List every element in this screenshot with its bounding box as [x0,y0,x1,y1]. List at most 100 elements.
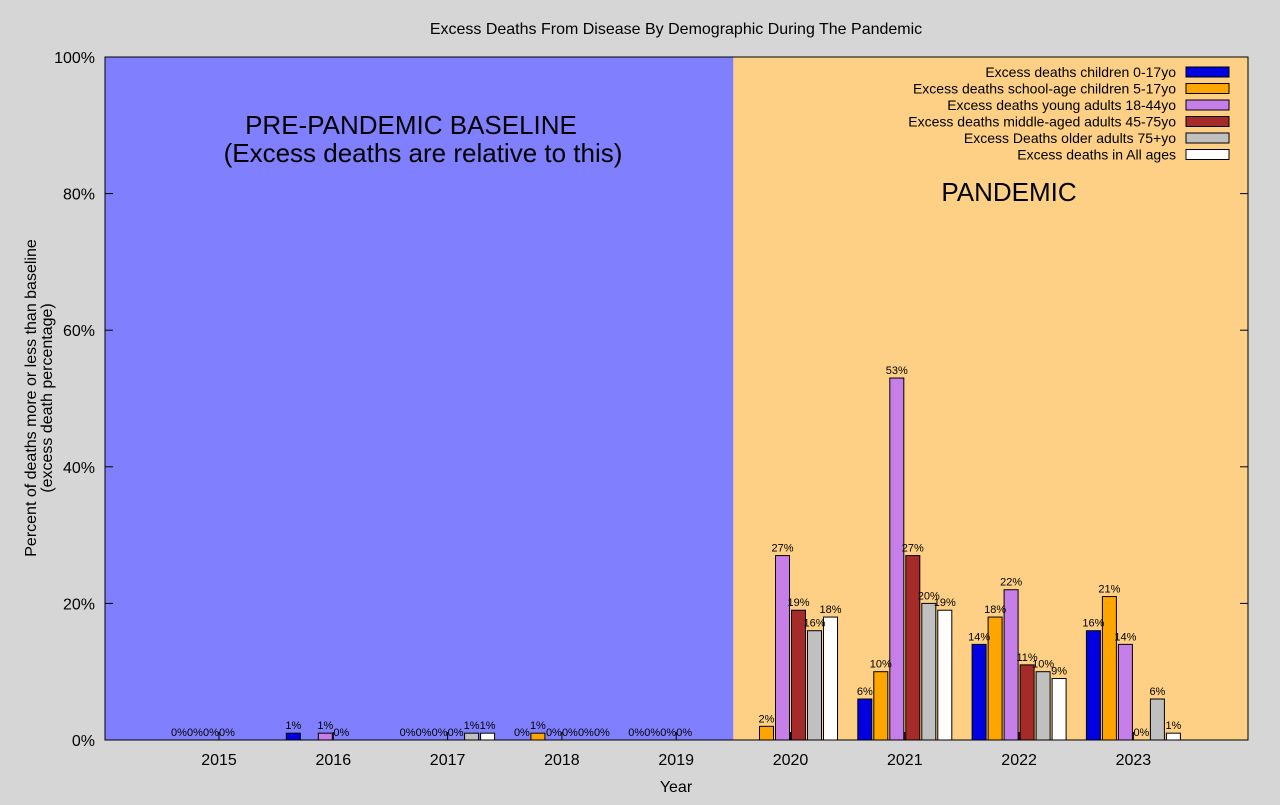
legend-label-5: Excess deaths in All ages [1017,147,1176,163]
data-label-2-2021: 53% [886,365,908,377]
bar-4-2022 [1035,671,1051,741]
bar-3-2021 [905,555,921,741]
bar-5-2017 [480,732,496,741]
data-label-0-2022: 14% [968,631,990,643]
y-tick-label: 40% [63,460,95,477]
data-label-2-2019: 0% [660,727,676,739]
bar-2-2020 [775,555,790,741]
data-label-4-2021: 20% [918,590,940,602]
x-tick-label-2019: 2019 [658,752,694,769]
data-label-2-2016: 1% [317,720,333,732]
x-tick-label-2017: 2017 [430,752,466,769]
bar-5-2022 [1051,678,1067,741]
data-label-3-2023: 0% [1133,727,1149,739]
bar-5-2023 [1165,732,1181,741]
data-label-4-2023: 6% [1149,686,1165,698]
background-regions [105,57,1248,740]
x-tick-label-2016: 2016 [316,752,352,769]
data-label-3-2018: 0% [562,727,578,739]
x-tick-label-2018: 2018 [544,752,580,769]
x-tick-label-2020: 2020 [773,752,809,769]
data-label-4-2022: 10% [1032,659,1054,671]
data-label-5-2018: 0% [594,727,610,739]
data-label-4-2020: 16% [803,618,825,630]
bar-1-2021 [873,671,889,741]
x-axis: 2015 2016 2017 2018 2019 2020 2021 2022 2023 [201,732,1151,769]
data-label-5-2022: 9% [1051,666,1067,678]
legend-swatch-5 [1185,149,1230,160]
data-label-5-2017: 1% [480,720,496,732]
data-label-0-2016: 1% [285,720,301,732]
data-label-1-2015: 0% [187,727,203,739]
data-label-0-2015: 0% [171,727,187,739]
y-tick-label: 100% [54,50,95,67]
bar-4-2017 [464,732,480,741]
bar-3-2022 [1019,664,1035,741]
bar-5-2020 [823,616,838,741]
data-label-3-2020: 19% [787,597,809,609]
data-label-3-2017: 0% [448,727,464,739]
data-label-5-2021: 19% [934,597,956,609]
data-label-4-2017: 1% [464,720,480,732]
pre-pandemic-label-line2: (Excess deaths are relative to this) [224,138,623,168]
chart-title: Excess Deaths From Disease By Demographi… [430,21,922,38]
data-label-1-2019: 0% [644,727,660,739]
data-label-4-2018: 0% [578,727,594,739]
data-label-3-2016: 0% [333,727,349,739]
legend-label-3: Excess deaths middle-aged adults 45-75yo [908,114,1176,130]
legend-label-4: Excess Deaths older adults 75+yo [964,130,1176,146]
data-label-1-2020: 2% [759,713,775,725]
region-0 [105,57,734,740]
bar-4-2023 [1149,698,1165,741]
pre-pandemic-label-line1: PRE-PANDEMIC BASELINE [245,110,577,140]
data-label-3-2015: 0% [219,727,235,739]
legend-swatch-2 [1185,99,1230,111]
legend-label-0: Excess deaths children 0-17yo [985,64,1176,80]
data-label-2-2023: 14% [1114,631,1136,643]
bar-1-2022 [987,616,1003,741]
data-label-1-2018: 1% [530,720,546,732]
bar-4-2021 [921,602,937,741]
bar-5-2021 [937,609,953,741]
data-label-2-2015: 0% [203,727,219,739]
y-axis: 0% 20% 40% 60% 80% 100% [54,50,1248,750]
data-label-1-2021: 10% [870,659,892,671]
x-tick-label-2021: 2021 [887,752,923,769]
bar-2-2022 [1003,589,1019,741]
x-tick-label-2023: 2023 [1116,752,1152,769]
data-label-3-2021: 27% [902,543,924,555]
y-tick-label: 0% [72,733,95,750]
bar-0-2016 [285,732,301,741]
legend-swatch-4 [1185,132,1230,144]
y-tick-label: 80% [63,187,95,204]
legend-swatch-1 [1185,83,1230,94]
data-label-0-2023: 16% [1082,618,1104,630]
legend-swatch-0 [1185,66,1230,78]
data-label-5-2020: 18% [819,604,841,616]
bar-0-2021 [857,698,873,741]
legend-label-2: Excess deaths young adults 18-44yo [947,97,1176,113]
data-label-1-2017: 0% [416,727,432,739]
bar-1-2023 [1101,596,1117,741]
data-label-5-2023: 1% [1165,720,1181,732]
legend-swatch-3 [1185,116,1230,127]
data-label-3-2019: 0% [676,727,692,739]
bar-1-2018 [530,732,546,741]
x-tick-label-2022: 2022 [1001,752,1037,769]
y-tick-label: 20% [63,596,95,613]
data-label-0-2021: 6% [857,686,873,698]
bar-4-2020 [807,630,822,741]
bar-0-2022 [971,643,987,741]
data-label-0-2019: 0% [628,727,644,739]
data-label-layer: 0%1%0% 0% 0%6%14%16%0% 0%1%0%2%10%18%21%0%1… [171,365,1182,739]
bar-0-2023 [1085,630,1101,741]
bar-2-2016 [317,732,333,741]
data-label-1-2022: 18% [984,604,1006,616]
x-axis-title: Year [660,779,693,796]
data-label-2-2017: 0% [432,727,448,739]
data-label-3-2022: 11% [1016,652,1037,664]
bar-2-2023 [1117,643,1133,741]
bar-1-2020 [759,725,774,741]
